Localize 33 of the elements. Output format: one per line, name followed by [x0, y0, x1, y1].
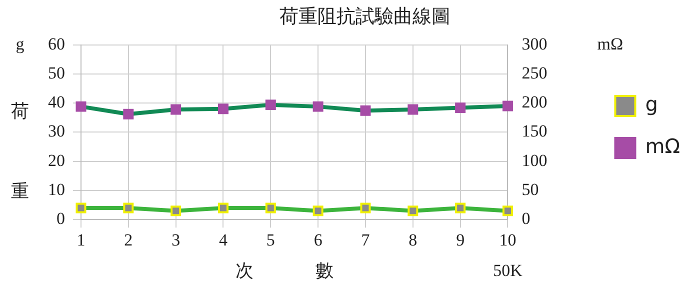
x-tick-label: 7	[361, 230, 370, 250]
y-tick-label: 60	[48, 34, 65, 54]
x-tick-label: 2	[124, 230, 133, 250]
y2-axis-title: mΩ	[597, 34, 624, 54]
x-tick-label: 4	[218, 230, 228, 250]
y-tick-label: 0	[56, 209, 65, 228]
legend-label: g	[645, 92, 658, 116]
x-tick-label: 6	[314, 230, 322, 250]
y2-tick-label: 250	[522, 63, 548, 82]
y2-tick-label: 50	[522, 180, 539, 199]
x-tick-label: 9	[456, 230, 465, 250]
y2-tick-label: 300	[522, 34, 548, 54]
y-tick-label: 30	[48, 122, 65, 141]
x-tick-label: 5	[266, 230, 275, 250]
y-tick-label: 50	[48, 63, 65, 82]
x-tick-label: 1	[76, 230, 86, 250]
y-tick-label: 40	[48, 92, 65, 112]
y2-tick-label: 150	[522, 122, 548, 141]
y2-tick-label: 0	[522, 209, 530, 228]
text: 次數	[235, 260, 334, 280]
text: g	[16, 34, 25, 54]
y-tick-label: 20	[48, 150, 65, 170]
chart-title: 荷重阻抗試驗曲線圖	[280, 5, 450, 28]
y2-tick-label: 200	[522, 92, 548, 112]
legend-label: mΩ	[645, 134, 680, 158]
text: 50K	[493, 261, 524, 280]
text: 重	[11, 180, 29, 201]
x-tick-label: 8	[408, 230, 418, 250]
y-tick-label: 10	[48, 180, 65, 199]
y2-tick-label: 100	[522, 150, 548, 170]
text: 荷	[11, 100, 29, 121]
x-tick-label: 3	[172, 230, 180, 250]
x-tick-label: 10	[499, 230, 516, 250]
